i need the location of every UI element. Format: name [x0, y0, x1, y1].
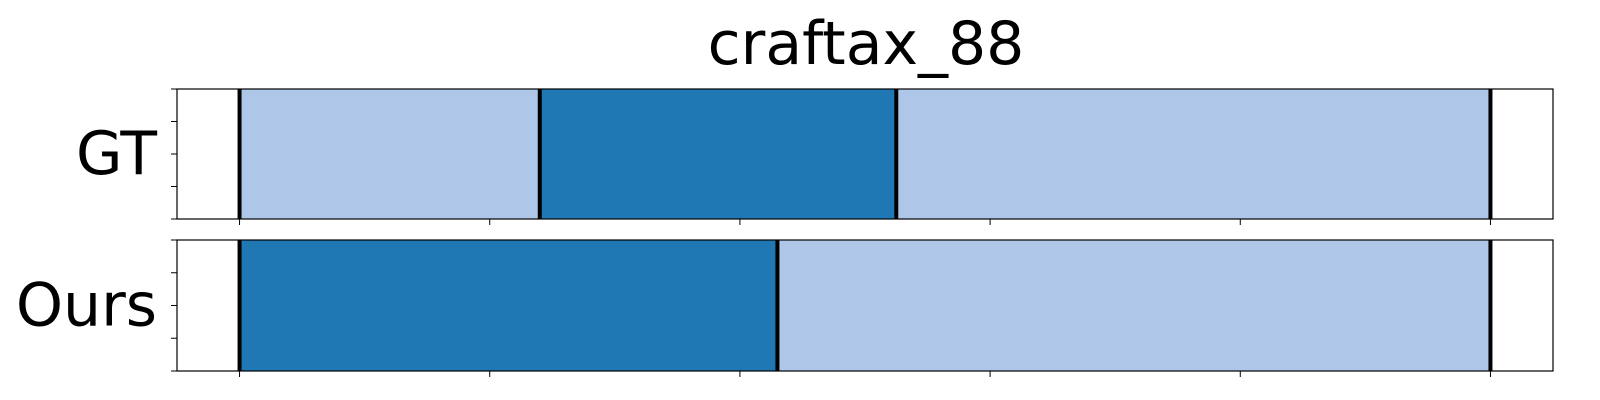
segment-ours-1 [239, 240, 778, 371]
chart-title: craftax_88 [708, 9, 1025, 79]
segment-gt-1 [239, 89, 540, 219]
row-label-ours: Ours [16, 271, 157, 341]
segment-ours-2 [777, 240, 1491, 371]
segment-gt-3 [896, 89, 1491, 219]
row-label-gt: GT [76, 119, 157, 189]
rows-group: GT Ours [16, 88, 1554, 377]
segment-gt-2 [539, 89, 897, 219]
